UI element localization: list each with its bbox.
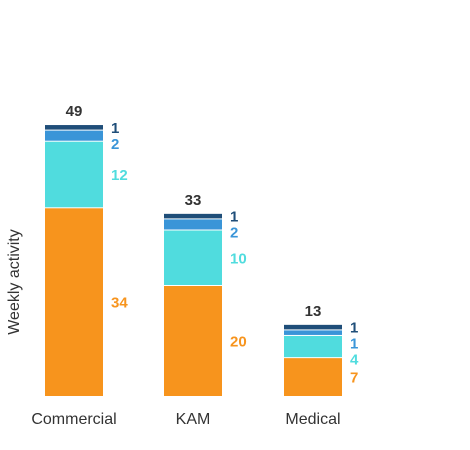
segment-label-commercial-0: 34	[111, 295, 128, 312]
segment-label-commercial-3: 1	[111, 120, 119, 137]
bar-segment-kam-0	[164, 286, 222, 396]
bar-segment-commercial-1	[45, 141, 103, 208]
bar-segment-kam-1	[164, 230, 222, 285]
total-label-medical: 13	[305, 303, 322, 320]
segment-label-commercial-2: 2	[111, 136, 119, 153]
segment-label-kam-1: 10	[230, 250, 247, 267]
bar-segment-kam-2	[164, 219, 222, 230]
segment-label-medical-2: 1	[350, 336, 358, 353]
bar-segment-medical-3	[284, 324, 342, 330]
bar-segment-medical-2	[284, 330, 342, 335]
x-tick-label-medical: Medical	[285, 411, 340, 428]
segment-label-kam-3: 1	[230, 209, 238, 226]
segment-label-kam-0: 20	[230, 334, 247, 351]
segment-label-medical-1: 4	[350, 352, 359, 369]
bar-segment-kam-3	[164, 213, 222, 219]
total-label-kam: 33	[185, 192, 202, 209]
total-label-commercial: 49	[66, 103, 83, 120]
labels-group: 34122149Commercial20102133KAM741113Medic…	[31, 103, 359, 428]
bar-segment-medical-0	[284, 358, 342, 396]
bar-segment-commercial-2	[45, 130, 103, 141]
segment-label-kam-2: 2	[230, 225, 238, 242]
bar-segment-commercial-0	[45, 208, 103, 396]
y-axis-label: Weekly activity	[6, 229, 23, 335]
bar-segment-commercial-3	[45, 125, 103, 130]
x-tick-label-kam: KAM	[176, 411, 211, 428]
bar-segment-medical-1	[284, 335, 342, 358]
segment-label-medical-0: 7	[350, 370, 358, 387]
segment-label-medical-3: 1	[350, 320, 358, 337]
bars-group	[45, 125, 342, 396]
segment-label-commercial-1: 12	[111, 167, 128, 184]
x-tick-label-commercial: Commercial	[31, 411, 116, 428]
